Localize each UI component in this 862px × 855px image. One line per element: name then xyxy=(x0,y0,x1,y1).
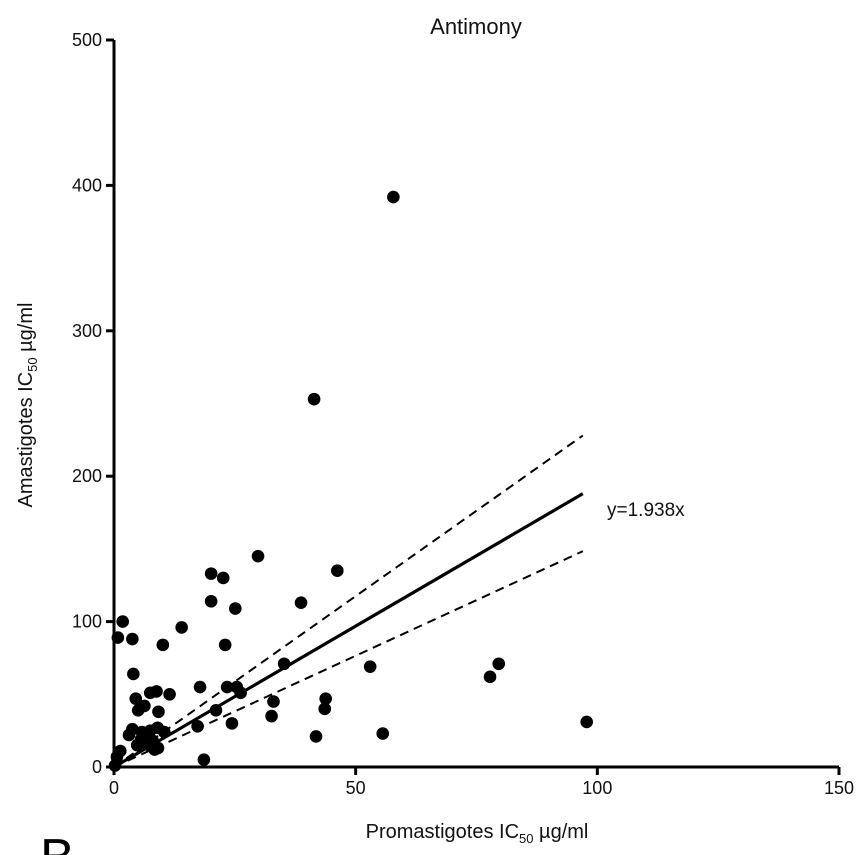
y-tick-label: 200 xyxy=(72,466,102,486)
data-point xyxy=(209,703,223,717)
data-point xyxy=(218,638,232,652)
data-point xyxy=(492,657,506,671)
y-tick-label: 500 xyxy=(72,30,102,50)
data-point xyxy=(151,741,165,755)
lower-confidence-band xyxy=(113,550,584,768)
data-point xyxy=(265,709,278,723)
data-point xyxy=(156,638,170,652)
data-point xyxy=(234,686,247,700)
axes: 0 50 100 150 0 100 200 300 400 500 xyxy=(72,30,854,798)
data-point xyxy=(331,564,344,578)
upper-confidence-band xyxy=(113,434,584,768)
data-point xyxy=(387,190,400,204)
regression-line xyxy=(113,492,584,769)
data-point xyxy=(163,688,176,701)
data-point xyxy=(131,703,145,717)
x-axis-label: Promastigotes IC50 µg/ml xyxy=(366,821,589,846)
data-point xyxy=(175,621,188,634)
data-point xyxy=(319,692,333,705)
x-tick-label: 100 xyxy=(582,778,612,798)
data-point xyxy=(267,695,280,708)
data-point xyxy=(363,660,377,673)
y-tick-label: 100 xyxy=(72,612,102,632)
data-point xyxy=(318,702,332,716)
data-point xyxy=(116,615,129,628)
data-point xyxy=(150,685,163,698)
data-points xyxy=(108,190,593,772)
x-tick-label: 50 xyxy=(346,778,366,798)
y-tick-label: 0 xyxy=(92,757,102,777)
panel-label: B xyxy=(40,829,75,855)
data-point xyxy=(204,594,218,608)
x-tick-label: 0 xyxy=(109,778,119,798)
data-point xyxy=(127,667,140,681)
fit-equation-label: y=1.938x xyxy=(607,500,685,521)
data-point xyxy=(307,392,321,406)
data-point xyxy=(225,717,239,730)
fit-lines xyxy=(113,434,584,769)
data-point xyxy=(108,759,122,772)
y-tick-label: 300 xyxy=(72,321,102,341)
data-point xyxy=(126,632,139,646)
data-point xyxy=(111,631,125,644)
data-point xyxy=(483,670,497,684)
data-point xyxy=(251,549,265,563)
data-point xyxy=(204,567,218,580)
data-point xyxy=(220,680,234,694)
data-point xyxy=(191,719,204,733)
data-point xyxy=(197,753,211,767)
data-point xyxy=(122,728,136,742)
data-point xyxy=(152,705,165,719)
data-point xyxy=(130,738,144,752)
data-point xyxy=(294,596,308,609)
data-point xyxy=(193,680,207,694)
chart-title: Antimony xyxy=(430,14,522,39)
data-point xyxy=(129,692,143,705)
data-point xyxy=(309,730,323,743)
y-tick-label: 400 xyxy=(72,175,102,195)
x-tick-label: 150 xyxy=(824,778,854,798)
y-axis-label: Amastigotes IC50 µg/ml xyxy=(15,303,40,508)
data-point xyxy=(216,571,230,585)
data-point xyxy=(157,725,171,739)
data-point xyxy=(277,657,291,671)
data-point xyxy=(376,727,390,740)
data-point xyxy=(580,715,593,729)
data-point xyxy=(229,602,242,615)
